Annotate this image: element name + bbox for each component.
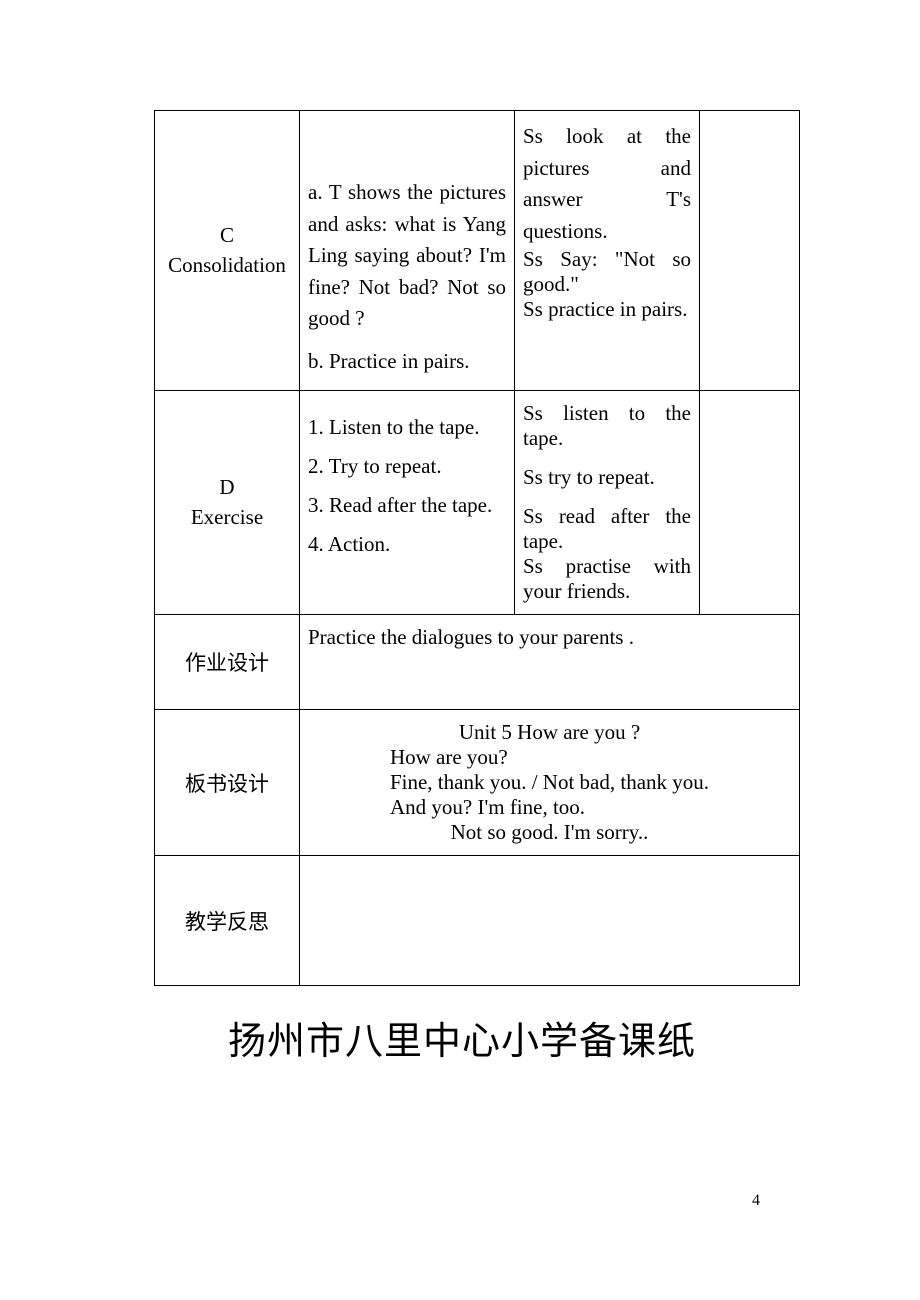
student-step-4: Ss practise with your friends.	[523, 554, 691, 604]
board-line-4: Not so good. I'm sorry..	[308, 820, 791, 845]
reflection-label: 教学反思	[155, 856, 300, 986]
teacher-activity-c: a. T shows the pictures and asks: what i…	[300, 111, 515, 391]
section-label-d: D Exercise	[155, 391, 300, 615]
board-content: Unit 5 How are you ? How are you? Fine, …	[300, 710, 800, 856]
board-line-2: Fine, thank you. / Not bad, thank you.	[390, 770, 709, 795]
notes-d	[700, 391, 800, 615]
student-step-1: Ss look at the pictures and answer T's q…	[523, 121, 691, 247]
lesson-plan-table: C Consolidation a. T shows the pictures …	[154, 110, 800, 986]
student-step-1: Ss listen to the tape.	[523, 401, 691, 451]
teacher-step-3: 3. Read after the tape.	[308, 493, 506, 518]
section-name: Consolidation	[163, 251, 291, 280]
reflection-content	[300, 856, 800, 986]
row-exercise: D Exercise 1. Listen to the tape. 2. Try…	[155, 391, 800, 615]
student-step-3: Ss read after the tape.	[523, 504, 691, 554]
row-consolidation: C Consolidation a. T shows the pictures …	[155, 111, 800, 391]
page-number: 4	[752, 1192, 760, 1210]
board-line-1: How are you?	[390, 745, 709, 770]
section-letter: D	[163, 473, 291, 502]
teacher-step-b: b. Practice in pairs.	[308, 349, 506, 374]
student-step-2: Ss try to repeat.	[523, 465, 691, 490]
teacher-step-a: a. T shows the pictures and asks: what i…	[308, 177, 506, 335]
row-homework: 作业设计 Practice the dialogues to your pare…	[155, 615, 800, 710]
homework-content: Practice the dialogues to your parents .	[300, 615, 800, 710]
section-name: Exercise	[163, 503, 291, 532]
section-label-c: C Consolidation	[155, 111, 300, 391]
homework-text: Practice the dialogues to your parents .	[308, 625, 791, 650]
board-line-3: And you? I'm fine, too.	[390, 795, 709, 820]
board-label: 板书设计	[155, 710, 300, 856]
row-board-design: 板书设计 Unit 5 How are you ? How are you? F…	[155, 710, 800, 856]
student-step-3: Ss practice in pairs.	[523, 297, 691, 322]
row-reflection: 教学反思	[155, 856, 800, 986]
board-title: Unit 5 How are you ?	[308, 720, 791, 745]
student-step-2: Ss Say: "Not so good."	[523, 247, 691, 297]
student-activity-d: Ss listen to the tape. Ss try to repeat.…	[515, 391, 700, 615]
document-page: C Consolidation a. T shows the pictures …	[0, 0, 920, 1065]
notes-c	[700, 111, 800, 391]
student-activity-c: Ss look at the pictures and answer T's q…	[515, 111, 700, 391]
teacher-step-4: 4. Action.	[308, 532, 506, 557]
section-letter: C	[163, 221, 291, 250]
footer-title: 扬州市八里中心小学备课纸	[154, 1010, 770, 1065]
teacher-activity-d: 1. Listen to the tape. 2. Try to repeat.…	[300, 391, 515, 615]
teacher-step-1: 1. Listen to the tape.	[308, 415, 506, 440]
homework-label: 作业设计	[155, 615, 300, 710]
board-body: How are you? Fine, thank you. / Not bad,…	[390, 745, 709, 820]
teacher-step-2: 2. Try to repeat.	[308, 454, 506, 479]
